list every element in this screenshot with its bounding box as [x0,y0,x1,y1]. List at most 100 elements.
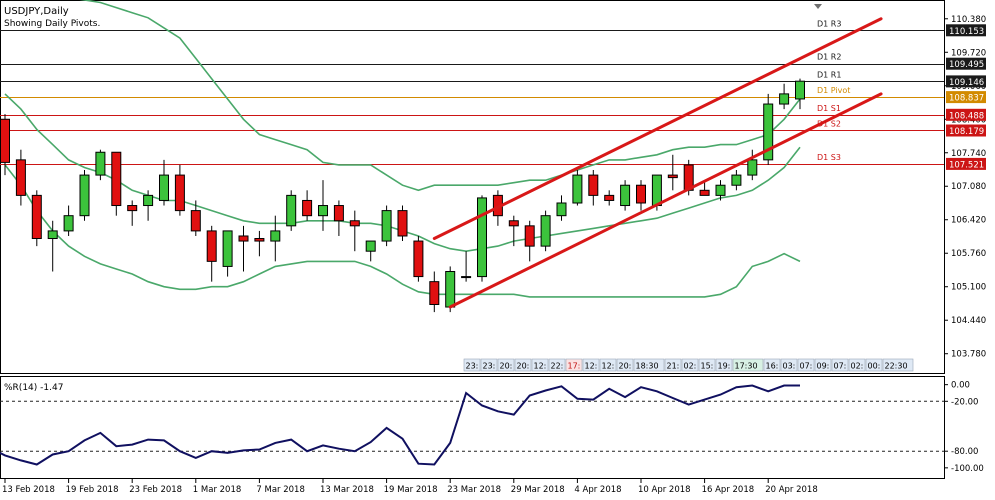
candle [397,205,408,242]
session-time-label: 19: [718,362,731,371]
session-time-label: 17: [568,362,581,371]
pivot-price-value: 107.521 [949,160,984,170]
pivot-price-box [946,24,986,37]
candle-body [365,240,376,252]
candle [31,190,42,247]
pivot-label: D1 Pivot [817,86,850,95]
session-time-label: 02: [851,362,864,371]
session-time-cell [599,358,617,372]
price-panel-frame [0,0,945,374]
session-time-label: 20: [619,362,632,371]
session-time-label: 21: [667,362,680,371]
candle [349,210,360,252]
candle-body [333,205,344,222]
session-time-label: 18:30 [636,362,659,371]
candle-body [302,199,313,217]
pivot-price-box [946,91,986,104]
date-axis-label: 1 Mar 2018 [193,485,241,495]
candle [318,180,328,231]
candle [0,114,10,176]
date-axis-label: 19 Mar 2018 [384,485,438,495]
pivot-labels: D1 R3 D1 R2 D1 R1 D1 Pivot D1 S1 D1 S2 D1 S3 [817,19,850,162]
pivot-label: D1 R2 [817,53,841,62]
pivot-price-value: 109.495 [949,60,984,70]
chart-shift-marker-icon[interactable] [814,4,822,9]
candle-body [111,151,122,207]
candle [79,170,90,221]
pivot-price-box [946,124,986,137]
candle-body [667,174,678,179]
price-axis-label: 107.740 [951,149,986,159]
candle-body [206,230,217,262]
indicator-axis-label: -20.00 [951,397,978,407]
candle [95,149,106,181]
session-time-label: 12: [534,362,547,371]
candle-body [445,271,456,308]
date-axis-label: 4 Apr 2018 [574,485,621,495]
pivot-price-value: 110.153 [949,27,984,37]
candle [174,164,185,216]
candle-body [508,220,519,227]
session-time-label: 02: [684,362,697,371]
candle-body [461,276,472,279]
candle-body [0,118,10,163]
session-time-cell [831,358,849,372]
date-axis-label: 10 Apr 2018 [638,485,691,495]
channel-lower-line[interactable] [448,92,883,309]
candle-body [540,215,551,247]
candle [795,78,805,110]
session-time-cell [848,358,866,372]
candle [413,235,424,282]
session-time-label: 07: [834,362,847,371]
indicator-axis: 0.00 -20.00 -80.00 -100.00 [944,381,984,474]
candle-body [588,174,599,196]
candle-body [604,194,615,201]
candle [540,210,551,252]
pivot-price-box [946,108,986,121]
time-strip: 23: 23: 20: 20: 12: 22: 17: 12: 12: 20: 18:30 21: 02… [463,358,914,372]
date-axis-label: 23 Mar 2018 [447,485,501,495]
date-axis-label: 7 Mar 2018 [256,485,304,495]
candle [190,200,201,236]
candle-body [238,235,249,242]
candle-body [699,189,710,196]
candle [286,190,297,231]
price-axis-label: 107.080 [951,182,986,192]
candle [604,190,615,206]
candle [524,220,535,262]
candle [63,205,74,236]
price-axis-label: 109.720 [951,48,986,58]
price-axis: 110.380109.720109.060108.400107.740107.0… [944,15,986,360]
candle [763,93,774,165]
candle [477,195,487,282]
session-time-cell [497,358,515,372]
candle [636,180,646,211]
pivot-price-box [946,157,986,170]
indicator-axis-label: 0.00 [951,381,970,391]
candle-body [636,184,646,204]
date-axis-label: 13 Mar 2018 [320,485,374,495]
candle [143,190,154,221]
pivot-label: D1 R3 [817,19,841,28]
candle-body [397,210,408,237]
candle-body [127,205,138,212]
candle [572,170,583,206]
price-axis-label: 105.100 [951,283,986,293]
date-axis-label: 23 Feb 2018 [129,485,182,495]
candle-body [63,215,74,232]
candle [461,251,472,282]
candle [365,240,376,262]
candle [715,180,726,201]
session-time-label: 22: [551,362,564,371]
candle-body [31,194,42,240]
date-axis-label: 16 Apr 2018 [702,485,755,495]
session-time-cell [616,358,634,372]
session-time-label: 12: [585,362,598,371]
candle [206,225,217,282]
williams-r-indicator [0,384,944,466]
channel-upper-line[interactable] [432,17,883,241]
price-axis-label: 104.440 [951,316,986,326]
session-time-cell [480,358,498,372]
